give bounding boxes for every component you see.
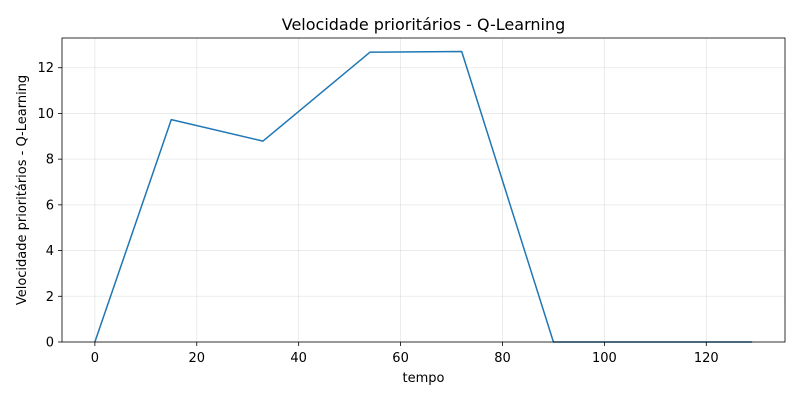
x-axis-ticks: 0 20 40 60 80 100 120	[91, 342, 719, 366]
x-tick-label: 80	[494, 351, 511, 366]
y-tick-label: 4	[46, 244, 54, 259]
grid	[62, 38, 785, 343]
y-tick-label: 10	[37, 107, 54, 122]
y-tick-label: 6	[46, 198, 54, 213]
y-axis-ticks: 0 2 4 6 8 10 12	[37, 61, 62, 351]
y-tick-label: 8	[46, 153, 54, 168]
y-tick-label: 2	[46, 290, 54, 305]
chart-title: Velocidade prioritários - Q-Learning	[282, 15, 566, 34]
x-tick-label: 0	[91, 351, 99, 366]
x-tick-label: 40	[290, 351, 307, 366]
y-tick-label: 0	[46, 336, 54, 351]
x-tick-label: 20	[188, 351, 205, 366]
plot-frame	[61, 37, 786, 343]
y-axis-label: Velocidade prioritários - Q-Learning	[15, 75, 30, 305]
x-tick-label: 100	[592, 351, 617, 366]
y-tick-label: 12	[37, 61, 54, 76]
x-tick-label: 120	[694, 351, 719, 366]
x-axis-label: tempo	[403, 371, 445, 386]
x-tick-label: 60	[392, 351, 409, 366]
